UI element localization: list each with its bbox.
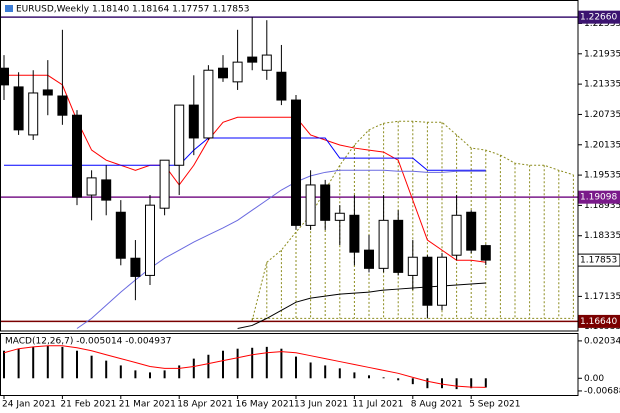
candle-body [28,92,39,136]
price-frame [0,0,579,332]
level-label: 1.19098 [580,193,617,203]
x-tick-label: 8 Aug 2021 [411,400,463,410]
y-tick-label: 1.22535 [584,19,620,29]
candle-body [407,256,418,276]
y-tick-label: 1.21935 [584,49,620,59]
x-tick-label: 18 Apr 2021 [177,400,233,410]
x-tick-label: 21 Mar 2021 [119,400,176,410]
candle-body [101,179,112,201]
x-tick-label: 5 Sep 2021 [469,400,520,410]
x-tick-label: 16 May 2021 [236,400,295,410]
candle-body [349,214,360,253]
y-tick-label: 1.18335 [584,231,620,241]
indicator-line [4,137,486,171]
y-tick-label: 1.20735 [584,110,620,120]
candle-body [232,61,243,83]
y-tick-label: 1.19535 [584,171,620,181]
macd-panel [3,345,487,390]
labels: 1.22535 1.21935 1.21335 1.20735 1.20135 1.195… [2,10,620,410]
macd-signal [3,345,486,388]
candle-body [437,256,447,306]
candle-body [218,67,228,79]
candle-body [393,219,404,273]
indicator-line [4,74,486,263]
macd-label: MACD(12,26,7) -0.005014 -0.004937 [5,337,171,347]
macd-tick-label: -0.006887 [584,386,620,396]
candle-body [247,56,258,63]
candle-body [115,211,126,259]
candle-body [291,99,301,226]
candle-body [174,104,185,166]
x-tick-label: 11 Jul 2021 [352,400,403,410]
y-tick-label: 1.18935 [584,201,620,211]
candle-body [145,204,155,276]
macd-tick-label: 0.020345 [584,336,620,346]
candle-body [188,104,199,139]
candle-body [334,212,345,221]
candle-body [320,184,331,221]
candle-body [276,71,287,101]
candle-body [451,214,462,256]
x-tick-label: 13 Jun 2021 [294,400,348,410]
candle-body [86,177,97,196]
candle-body [466,211,477,251]
candle-body [72,114,82,198]
candle-body [203,69,214,139]
candle-body [480,245,491,261]
candle-body [13,86,24,131]
candle-body [42,89,53,96]
level-label: 1.17853 [580,256,617,266]
macd-tick-label: 0.00 [584,374,604,384]
candle-body [422,256,433,306]
candle-body [261,54,272,71]
y-tick-label: 1.21335 [584,80,620,90]
chart-title: EURUSD,Weekly 1.18140 1.18164 1.17757 1.… [16,5,249,15]
candle-body [305,184,316,226]
level-label: 1.22660 [580,13,617,23]
candle-body [57,95,68,116]
symbol-icon [5,5,13,12]
candle-body [130,257,141,277]
y-tick-label: 1.17135 [584,292,620,302]
candle-body [0,67,9,86]
y-tick-label: 1.20135 [584,140,620,150]
x-tick-label: 24 Jan 2021 [2,400,56,410]
x-tick-label: 21 Feb 2021 [60,400,116,410]
macd-frame [0,333,579,396]
candle-body [364,249,374,269]
price-panel [0,16,578,329]
candle-body [378,219,389,269]
candle-body [159,159,170,209]
level-label: 1.16640 [580,317,617,327]
